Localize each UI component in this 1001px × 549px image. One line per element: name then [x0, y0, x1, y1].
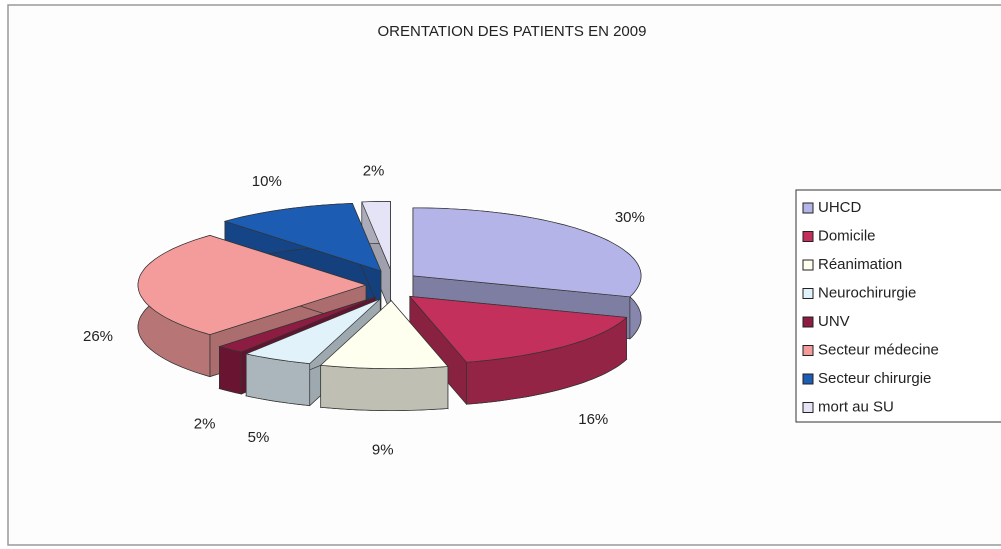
data-label: 10% — [252, 173, 282, 190]
data-label: 16% — [578, 411, 608, 428]
legend-label: Domicile — [818, 227, 876, 244]
legend-swatch — [802, 288, 814, 299]
legend-label: UNV — [818, 313, 850, 330]
legend-swatch — [802, 259, 814, 271]
slice-top — [223, 203, 382, 272]
legend-swatch — [802, 402, 814, 413]
slice-top — [245, 298, 381, 364]
legend-label: Secteur médecine — [818, 341, 939, 358]
legend-label: Neurochirurgie — [818, 284, 916, 301]
data-label: 2% — [194, 415, 216, 432]
slice-top — [137, 235, 368, 335]
slice-side — [219, 346, 242, 395]
slice-side — [320, 364, 449, 411]
legend-label: mort au SU — [818, 398, 894, 415]
chart-title: ORENTATION DES PATIENTS EN 2009 — [378, 23, 647, 40]
slice-top — [408, 295, 628, 363]
data-label: 5% — [248, 429, 270, 446]
data-label: 30% — [615, 209, 645, 226]
legend-label: Secteur chirurgie — [818, 370, 931, 387]
legend-swatch — [802, 316, 814, 328]
data-label: 2% — [363, 163, 385, 180]
legend-label: Réanimation — [818, 256, 902, 273]
legend-swatch — [802, 202, 814, 214]
legend-swatch — [802, 231, 814, 242]
slice-top — [218, 296, 376, 353]
legend-swatch — [802, 373, 814, 385]
slice-top — [412, 207, 642, 298]
legend-label: UHCD — [818, 199, 861, 216]
legend-box — [795, 189, 1001, 423]
legend-swatch — [802, 345, 814, 356]
data-label: 26% — [83, 328, 113, 345]
data-label: 9% — [372, 442, 394, 459]
slice-top — [361, 201, 391, 270]
slice-top — [319, 300, 449, 369]
